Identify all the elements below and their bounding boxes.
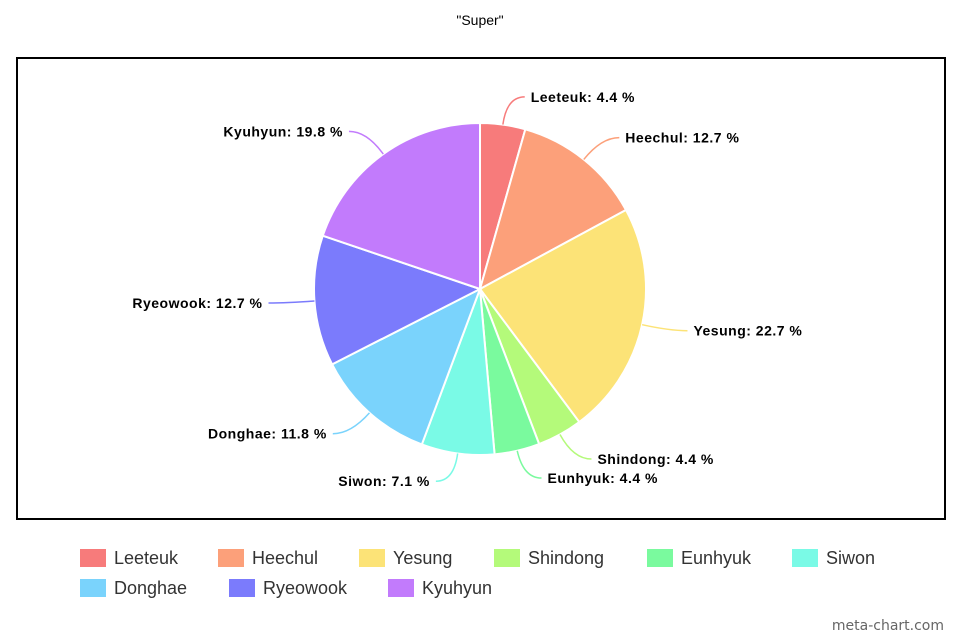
legend-label: Ryeowook: [263, 577, 348, 598]
leader-line-heechul: [583, 136, 620, 160]
pie-slice-donghae: [330, 286, 482, 446]
legend-label: Heechul: [252, 547, 319, 568]
legend-label: Yesung: [393, 547, 453, 568]
chart-title: "Super": [456, 12, 504, 28]
legend-label: Kyuhyun: [422, 577, 493, 598]
legend-swatch: [359, 549, 385, 567]
leader-line-eunhyuk: [516, 450, 542, 479]
slice-label-ryeowook: Ryeowook: 12.7 %: [132, 295, 262, 311]
legend-item-leeteuk[interactable]: Leeteuk: [80, 546, 178, 570]
legend-swatch: [388, 579, 414, 597]
slice-label-eunhyuk: Eunhyuk: 4.4 %: [548, 470, 659, 486]
pie-slice-heechul: [478, 128, 628, 292]
slice-label-leeteuk: Leeteuk: 4.4 %: [531, 89, 635, 105]
legend-label: Eunhyuk: [681, 547, 752, 568]
leader-line-ryeowook: [268, 300, 315, 304]
legend-item-kyuhyun[interactable]: Kyuhyun: [388, 576, 492, 600]
leader-line-shindong: [559, 434, 592, 460]
pie-slice-yesung: [478, 208, 647, 424]
slice-label-shindong: Shindong: 4.4 %: [597, 451, 713, 467]
chart-frame: [16, 57, 946, 520]
legend-item-yesung[interactable]: Yesung: [359, 546, 452, 570]
leader-line-siwon: [435, 453, 459, 482]
legend-item-siwon[interactable]: Siwon: [792, 546, 875, 570]
pie-slice-kyuhyun: [321, 121, 481, 291]
legend-item-donghae[interactable]: Donghae: [80, 576, 187, 600]
slice-label-kyuhyun: Kyuhyun: 19.8 %: [223, 123, 343, 139]
legend-swatch: [80, 579, 106, 597]
slice-label-siwon: Siwon: 7.1 %: [338, 473, 430, 489]
legend-swatch: [80, 549, 106, 567]
legend-label: Siwon: [826, 547, 876, 568]
leader-line-yesung: [641, 323, 688, 332]
pie-slice-ryeowook: [313, 234, 483, 366]
legend-item-shindong[interactable]: Shindong: [494, 546, 604, 570]
leader-line-leeteuk: [502, 96, 525, 125]
legend-swatch: [647, 549, 673, 567]
legend-swatch: [229, 579, 255, 597]
legend-label: Donghae: [114, 577, 188, 598]
legend-label: Shindong: [528, 547, 605, 568]
legend-item-ryeowook[interactable]: Ryeowook: [229, 576, 347, 600]
slice-label-donghae: Donghae: 11.8 %: [208, 426, 327, 442]
legend-swatch: [792, 549, 818, 567]
legend-item-heechul[interactable]: Heechul: [218, 546, 318, 570]
slice-label-heechul: Heechul: 12.7 %: [625, 130, 739, 146]
watermark: meta-chart.com: [831, 618, 944, 634]
slice-label-yesung: Yesung: 22.7 %: [693, 323, 802, 339]
leader-line-kyuhyun: [348, 130, 384, 155]
legend-swatch: [218, 549, 244, 567]
leader-line-donghae: [332, 412, 371, 435]
legend-item-eunhyuk[interactable]: Eunhyuk: [647, 546, 751, 570]
legend-swatch: [494, 549, 520, 567]
legend-label: Leeteuk: [114, 547, 179, 568]
